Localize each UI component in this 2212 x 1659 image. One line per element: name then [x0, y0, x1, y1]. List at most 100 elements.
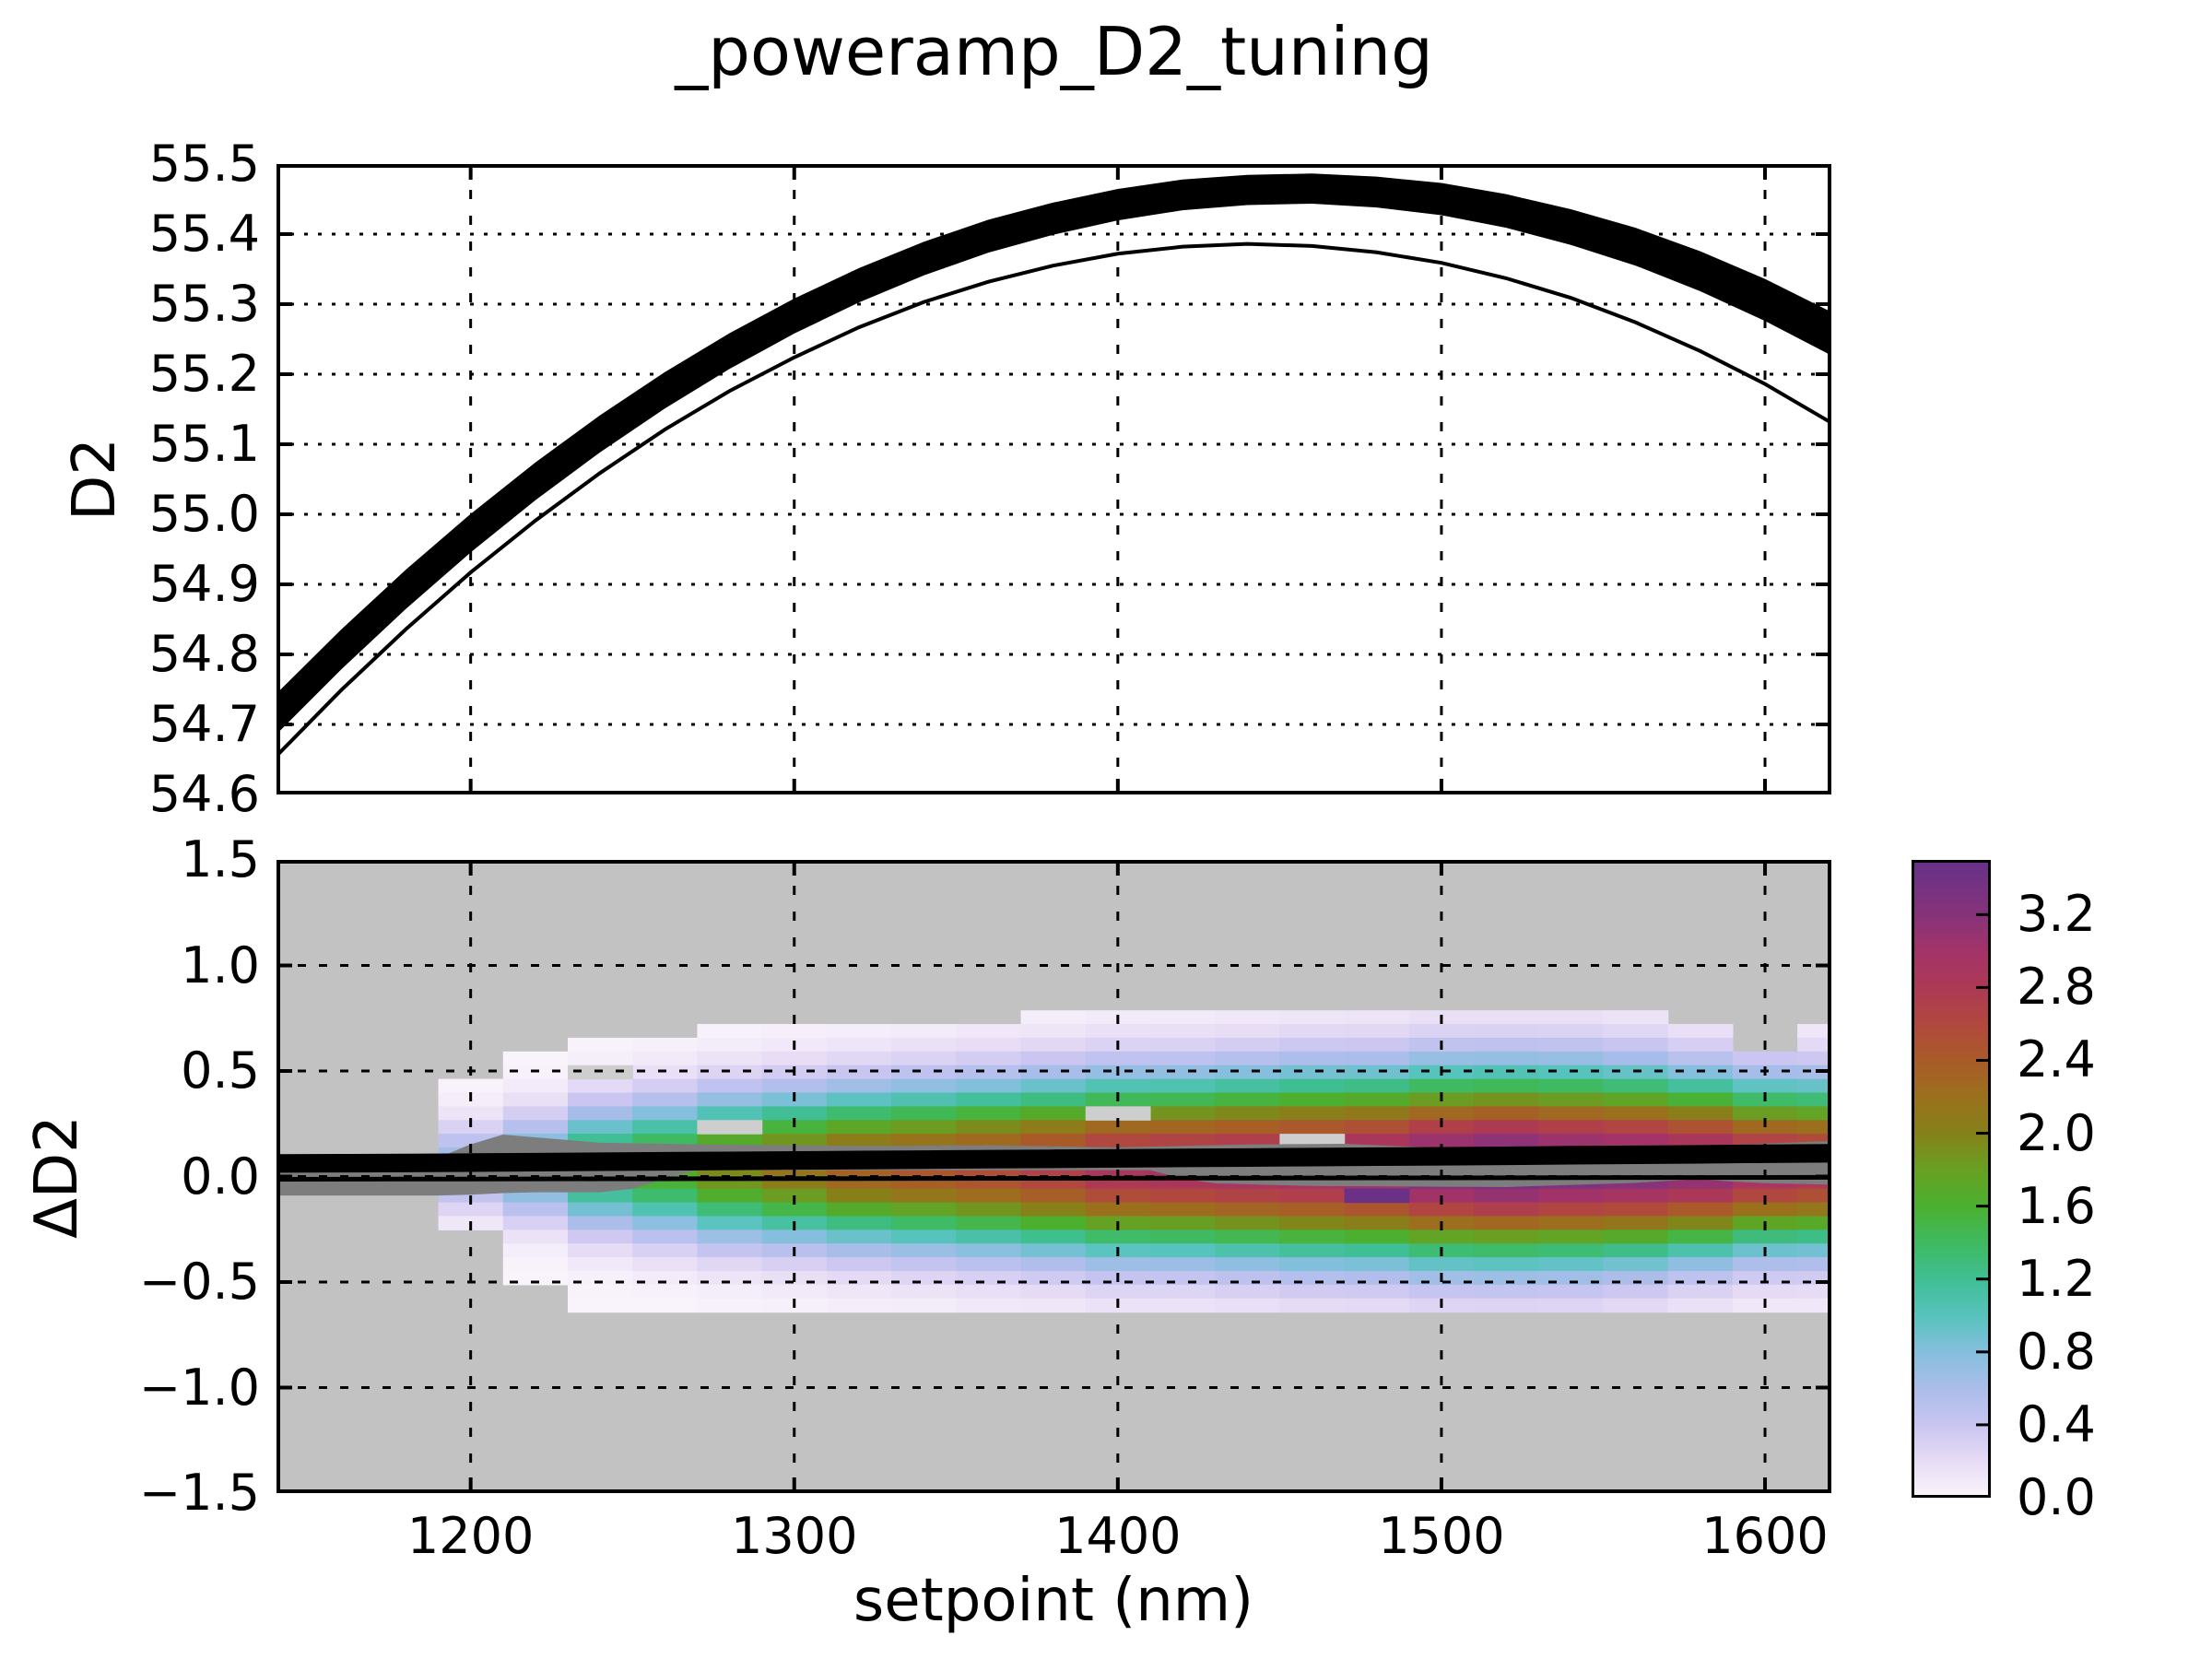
- xtick-label: 1500: [1378, 1507, 1505, 1565]
- top-ytick-label: 54.8: [148, 625, 260, 683]
- colorbar-tick-label: 2.4: [2017, 1030, 2096, 1089]
- heatmap-cell: [1732, 1202, 1798, 1218]
- heatmap-cell: [1797, 1051, 1831, 1066]
- colorbar-tick-label: 3.2: [2017, 885, 2096, 944]
- heatmap-cell: [1344, 1120, 1410, 1135]
- heatmap-cell: [1797, 1188, 1831, 1204]
- heatmap-cell: [1279, 1270, 1346, 1286]
- heatmap-cell: [697, 1092, 763, 1107]
- heatmap-cell: [697, 1024, 763, 1039]
- heatmap-cell: [1344, 1230, 1410, 1244]
- heatmap-cell: [1215, 1202, 1280, 1218]
- heatmap-cell: [632, 1188, 699, 1204]
- heatmap-cell: [891, 1202, 957, 1218]
- heatmap-cell: [1797, 1216, 1831, 1230]
- heatmap-cell: [1344, 1188, 1410, 1204]
- heatmap-cell: [1474, 1216, 1539, 1230]
- heatmap-cell: [956, 1230, 1022, 1244]
- heatmap-cell: [1020, 1230, 1087, 1244]
- heatmap-cell: [1215, 1284, 1280, 1300]
- heatmap-cell: [1538, 1284, 1605, 1300]
- bottom-ytick-label: 1.5: [181, 830, 260, 888]
- heatmap-cell: [697, 1243, 763, 1258]
- heatmap-cell: [1020, 1270, 1087, 1286]
- heatmap-cell: [1538, 1106, 1605, 1121]
- colorbar-tick-label: 0.8: [2017, 1322, 2096, 1381]
- colorbar-tick-label: 2.0: [2017, 1103, 2096, 1162]
- heatmap-cell: [1344, 1284, 1410, 1300]
- heatmap-cell: [1344, 1270, 1410, 1286]
- heatmap-cell: [1344, 1024, 1410, 1039]
- heatmap-cell: [1474, 1078, 1539, 1094]
- heatmap-cell: [1732, 1106, 1798, 1121]
- heatmap-cell: [891, 1051, 957, 1066]
- plot-title: _poweramp_D2_tuning: [675, 13, 1433, 90]
- heatmap-cell: [438, 1202, 504, 1218]
- heatmap-cell: [761, 1106, 828, 1121]
- heatmap-cell: [891, 1024, 957, 1039]
- heatmap-cell: [1279, 1051, 1346, 1066]
- heatmap-cell: [1474, 1284, 1539, 1300]
- heatmap-cell: [632, 1078, 699, 1094]
- heatmap-cell: [1408, 1134, 1475, 1148]
- heatmap-cell: [826, 1298, 892, 1313]
- heatmap-cell: [1020, 1243, 1087, 1258]
- heatmap-cell: [1020, 1188, 1087, 1204]
- heatmap-cell: [1215, 1106, 1280, 1121]
- heatmap-cell: [1667, 1230, 1734, 1244]
- heatmap-cell: [1474, 1243, 1539, 1258]
- heatmap-cell: [1667, 1270, 1734, 1286]
- bottom-ytick-label: −1.0: [138, 1358, 260, 1417]
- heatmap-cell: [891, 1270, 957, 1286]
- heatmap-cell: [1538, 1243, 1605, 1258]
- heatmap-cell: [956, 1092, 1022, 1107]
- heatmap-cell: [1279, 1010, 1346, 1025]
- heatmap-cell: [1797, 1120, 1831, 1135]
- heatmap-cell: [1603, 1134, 1669, 1148]
- heatmap-cell: [1603, 1092, 1669, 1107]
- heatmap-hole: [697, 1120, 763, 1135]
- heatmap-cell: [956, 1024, 1022, 1039]
- heatmap-cell: [502, 1270, 569, 1286]
- heatmap-cell: [1279, 1257, 1346, 1272]
- heatmap-cell: [1279, 1092, 1346, 1107]
- heatmap-cell: [1215, 1024, 1280, 1039]
- heatmap-cell: [826, 1092, 892, 1107]
- heatmap-cell: [1279, 1120, 1346, 1135]
- heatmap-cell: [502, 1216, 569, 1230]
- heatmap-cell: [1797, 1298, 1831, 1313]
- heatmap-cell: [1603, 1216, 1669, 1230]
- heatmap-cell: [826, 1202, 892, 1218]
- heatmap-cell: [567, 1106, 633, 1121]
- heatmap-cell: [1149, 1216, 1216, 1230]
- heatmap-cell: [1474, 1188, 1539, 1204]
- heatmap-cell: [697, 1257, 763, 1272]
- heatmap-cell: [1408, 1078, 1475, 1094]
- heatmap-cell: [1667, 1078, 1734, 1094]
- heatmap-cell: [1085, 1134, 1151, 1148]
- heatmap-cell: [1474, 1120, 1539, 1135]
- heatmap-cell: [826, 1257, 892, 1272]
- heatmap-cell: [567, 1216, 633, 1230]
- colorbar: [1912, 860, 1991, 1498]
- top-ytick-label: 55.3: [148, 275, 260, 333]
- heatmap-cell: [1279, 1106, 1346, 1121]
- top-ytick-label: 54.9: [148, 555, 260, 613]
- heatmap-cell: [632, 1216, 699, 1230]
- heatmap-cell: [502, 1230, 569, 1244]
- heatmap-cell: [697, 1284, 763, 1300]
- heatmap-cell: [1215, 1216, 1280, 1230]
- bottom-ytick-label: 0.5: [181, 1041, 260, 1100]
- heatmap-cell: [826, 1230, 892, 1244]
- heatmap-cell: [891, 1037, 957, 1053]
- bottom-ytick-label: 0.0: [181, 1147, 260, 1206]
- heatmap-cell: [761, 1257, 828, 1272]
- heatmap-cell: [1667, 1024, 1734, 1039]
- heatmap-cell: [1215, 1230, 1280, 1244]
- heatmap-cell: [891, 1134, 957, 1148]
- heatmap-cell: [1797, 1230, 1831, 1244]
- heatmap-cell: [956, 1120, 1022, 1135]
- bottom-plot-svg: [276, 860, 1831, 1493]
- heatmap-cell: [761, 1024, 828, 1039]
- heatmap-cell: [1667, 1037, 1734, 1053]
